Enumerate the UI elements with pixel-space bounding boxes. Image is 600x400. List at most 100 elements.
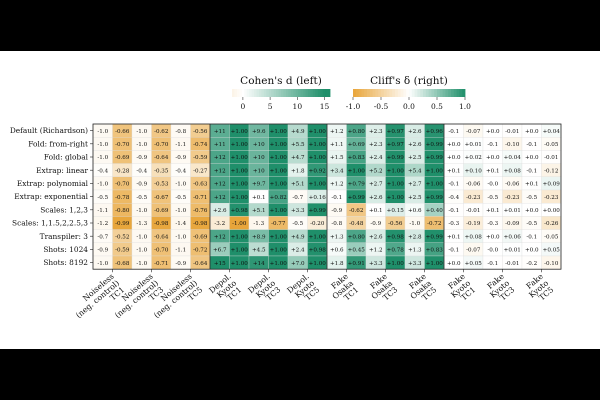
cell-value-label: -0.98 [154, 221, 169, 227]
legend-bar-segment [420, 89, 424, 97]
cell-value-label: +0.0 [447, 261, 461, 267]
column-label: Depol.KyotoTC5 [285, 272, 321, 308]
cell-value-label: -0.5 [526, 221, 537, 227]
legend-tick-label: 1.0 [459, 102, 471, 111]
legend-bar-segment [239, 89, 243, 97]
cell-value-label: -0.1 [487, 261, 498, 267]
cell-value-label: +1.2 [330, 182, 344, 188]
legend-bar-segment [442, 89, 446, 97]
cell-value-label: -0.07 [466, 248, 481, 254]
cell-value-label: -0.3 [448, 221, 459, 227]
cell-value-label: +14 [253, 261, 265, 267]
cell-value-label: +2.3 [369, 129, 383, 135]
cell-value-label: +15 [214, 261, 226, 267]
cell-value-label: +0.69 [348, 142, 366, 148]
legend-bar-segment [290, 89, 294, 97]
cell-value-label: +0.97 [387, 129, 405, 135]
cell-value-label: -0.01 [544, 155, 558, 161]
cell-value-label: +0.0 [525, 129, 539, 135]
cell-value-label: -0.35 [154, 168, 169, 174]
cell-value-label: +0.0 [447, 142, 461, 148]
cell-value-label: +2.6 [369, 195, 383, 201]
cell-value-label: -0.52 [115, 234, 130, 240]
legend-bar-segment [423, 89, 427, 97]
legend-bar-segment [263, 89, 267, 97]
figure-canvas: Cohen's d (left) 0 5 10 15 Cliff's δ (right) -… [0, 51, 600, 349]
cell-value-label: -1.0 [136, 208, 147, 214]
cell-value-label: +4.9 [291, 234, 305, 240]
cell-value-label: +1.00 [270, 182, 288, 188]
cell-value-label: -1.3 [136, 221, 147, 227]
cell-value-label: +3.3 [291, 208, 305, 214]
legend-bar-segment [358, 89, 362, 97]
cell-value-label: -0.59 [115, 248, 130, 254]
legend-bar-segment [355, 89, 359, 97]
cell-value-label: -1.0 [409, 221, 420, 227]
legend-tick-label: 0.0 [403, 102, 415, 111]
cell-value-label: +1.00 [231, 155, 249, 161]
cell-value-label: +9.7 [252, 182, 266, 188]
cell-value-label: +1.3 [330, 234, 344, 240]
cell-value-label: -0.1 [331, 195, 342, 201]
legend-bar-segment [273, 89, 277, 97]
legend-bar-segment [315, 89, 319, 97]
legend-bar-segment [431, 89, 435, 97]
legend-bar-segment [268, 89, 272, 97]
column-label: FakeOsakaTC5 [403, 272, 439, 308]
column-label: FakeKyotoTC5 [522, 272, 556, 307]
cell-value-label: -0.56 [388, 221, 403, 227]
cell-value-label: -0.27 [193, 168, 208, 174]
cell-value-label: -0.64 [193, 261, 208, 267]
row-label: Fold: global [44, 153, 89, 162]
cell-value-label: -0.53 [154, 182, 169, 188]
cell-value-label: +0.99 [426, 142, 444, 148]
row-label: Fold: from-right [28, 139, 88, 148]
cell-value-label: +4.5 [252, 248, 266, 254]
cell-value-label: +1.00 [426, 261, 444, 267]
cell-value-label: +0.83 [426, 248, 444, 254]
cell-value-label: -0.67 [154, 195, 169, 201]
cell-value-label: -1.4 [175, 221, 186, 227]
cell-value-label: +12 [214, 234, 226, 240]
cell-value-label: +10 [253, 142, 265, 148]
cell-value-label: +0.0 [486, 129, 500, 135]
cell-value-label: +0.99 [426, 195, 444, 201]
cell-value-label: +1.00 [309, 129, 327, 135]
cell-value-label: +1.00 [270, 142, 288, 148]
cell-value-label: -0.70 [154, 142, 169, 148]
cell-value-label: +12 [214, 155, 226, 161]
cell-value-label: -0.62 [349, 208, 364, 214]
cell-value-label: -1.2 [97, 221, 108, 227]
cell-value-label: -0.64 [154, 234, 169, 240]
cell-value-label: -0.3 [487, 221, 498, 227]
cell-value-label: -0.20 [310, 221, 325, 227]
cell-value-label: -0.74 [193, 142, 208, 148]
legend-bar-segment [278, 89, 282, 97]
cell-value-label: -0.98 [193, 221, 208, 227]
legend-bar-segment [234, 89, 238, 97]
legend-bar-segment [406, 89, 410, 97]
cell-value-label: -1.0 [136, 129, 147, 135]
cell-value-label: +2.3 [369, 142, 383, 148]
legend-bar-segment [451, 89, 455, 97]
cell-value-label: -0.23 [544, 195, 559, 201]
legend-bar-segment [395, 89, 399, 97]
cell-value-label: -0.70 [115, 142, 130, 148]
legend-tick-label: 5 [268, 102, 273, 111]
cell-value-label: -0.0 [487, 182, 498, 188]
legend-bar-segment [456, 89, 460, 97]
legend-bar-segment [285, 89, 289, 97]
column-label: FakeKyotoTC1 [444, 272, 478, 307]
cell-value-label: -0.66 [115, 129, 130, 135]
cell-value-label: -0.12 [544, 168, 559, 174]
cell-value-label: +3.4 [330, 168, 344, 174]
cell-value-label: +1.00 [348, 168, 366, 174]
cell-value-label: -0.19 [466, 221, 481, 227]
cell-value-label: +0.02 [465, 155, 483, 161]
legend-tick-label: -0.5 [374, 102, 389, 111]
cell-value-label: +12 [214, 168, 226, 174]
cell-value-label: +1.00 [270, 248, 288, 254]
legend-tick-label: 0.5 [431, 102, 443, 111]
cell-value-label: -0.26 [544, 221, 559, 227]
cell-value-label: +0.99 [426, 155, 444, 161]
